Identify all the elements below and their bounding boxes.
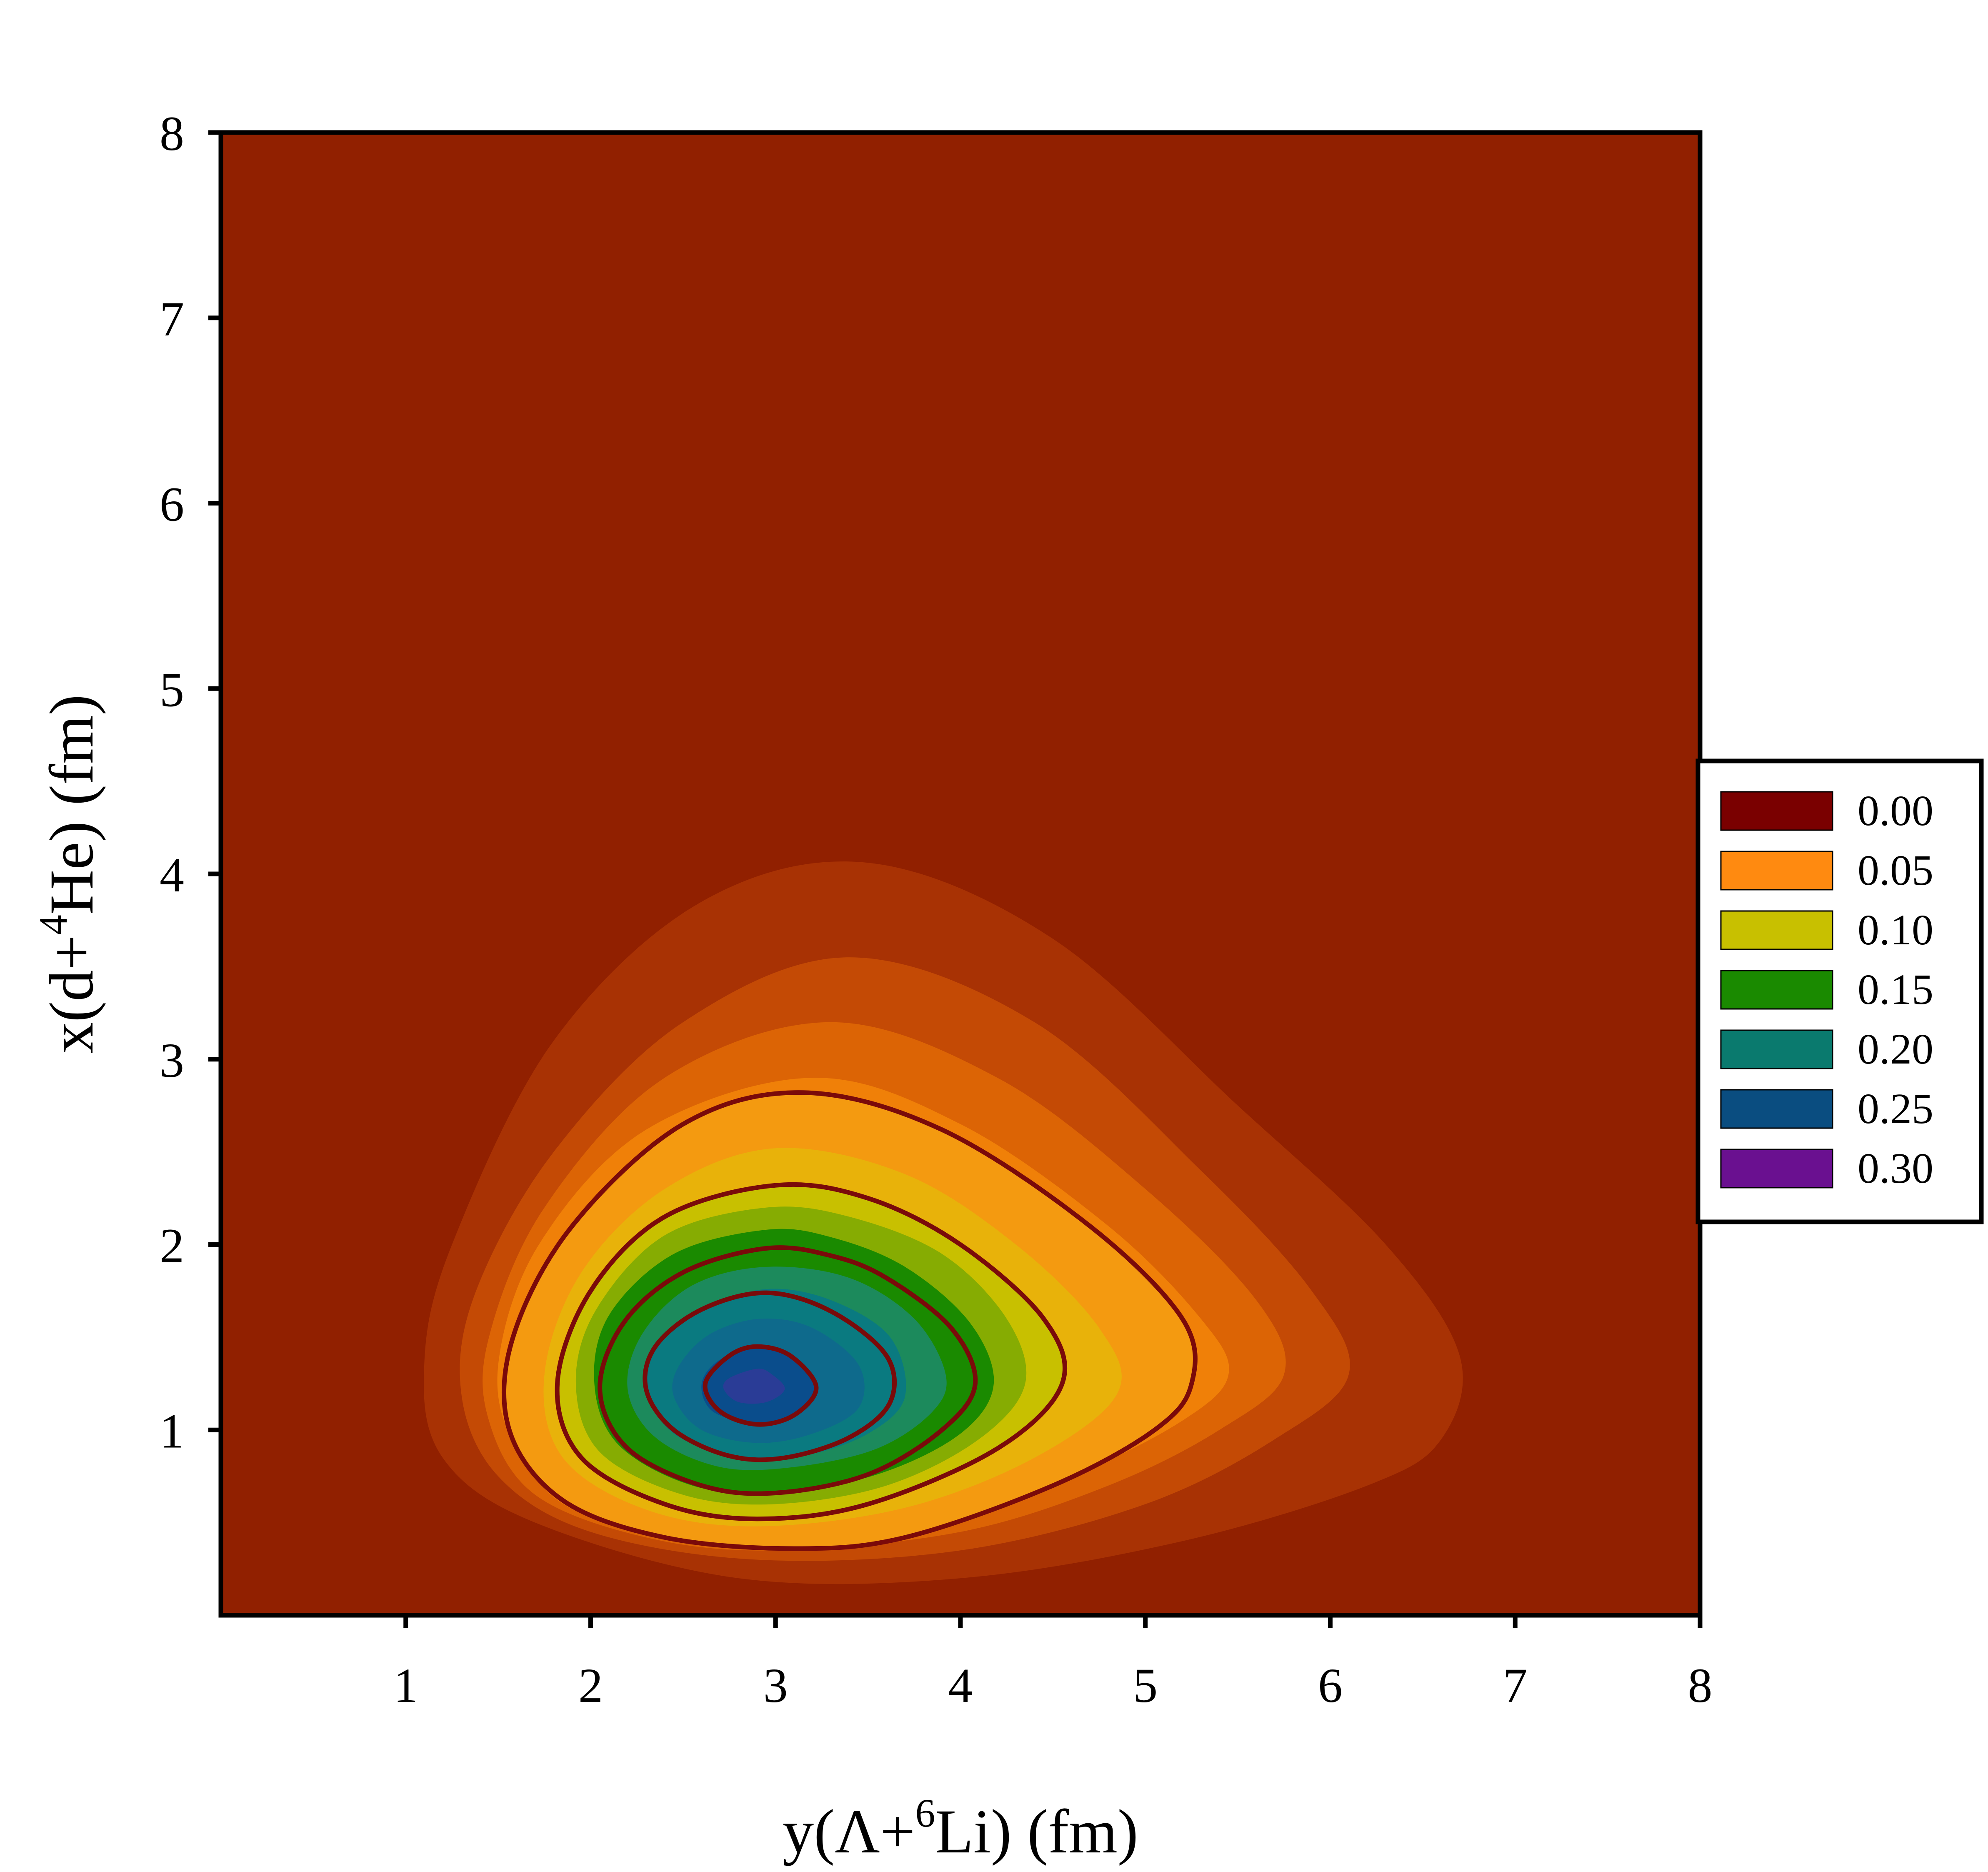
y-tick-label: 1 [160, 1404, 184, 1458]
filled-band-14 [723, 1369, 785, 1404]
x-tick-label: 5 [1133, 1658, 1158, 1713]
legend-swatch [1720, 1029, 1833, 1069]
legend-swatch [1720, 1149, 1833, 1189]
legend: 0.00 0.05 0.10 0.15 0.20 0.25 0.30 [1695, 758, 1984, 1224]
legend-swatch [1720, 910, 1833, 950]
contour-lines [501, 1090, 1198, 1551]
x-tick-label: 1 [393, 1658, 418, 1713]
legend-swatch [1720, 1089, 1833, 1129]
y-tick-label: 3 [160, 1033, 184, 1088]
x-axis-title: y(Λ+6Li) (fm) [783, 1791, 1138, 1866]
x-axis-ticks: 1 2 3 4 5 6 7 8 [393, 1615, 1713, 1713]
contour-line-0-1 [555, 1182, 1068, 1522]
x-tick-label: 4 [948, 1658, 973, 1713]
y-tick-label: 4 [160, 848, 184, 902]
y-axis-ticks: 1 2 3 4 5 6 7 8 [160, 106, 221, 1458]
y-tick-label: 8 [160, 106, 184, 161]
legend-label: 0.00 [1858, 787, 1933, 835]
legend-label: 0.20 [1858, 1025, 1933, 1073]
x-tick-label: 7 [1503, 1658, 1528, 1713]
legend-swatch [1720, 970, 1833, 1010]
x-tick-label: 3 [763, 1658, 788, 1713]
x-tick-label: 6 [1318, 1658, 1343, 1713]
legend-label: 0.15 [1858, 966, 1933, 1014]
legend-label: 0.05 [1858, 846, 1933, 894]
y-tick-label: 5 [160, 662, 184, 717]
legend-label: 0.25 [1858, 1085, 1933, 1133]
contour-line-0-05 [501, 1090, 1198, 1551]
y-tick-label: 6 [160, 477, 184, 532]
y-axis-title: x(d+4He) (fm) [31, 694, 106, 1053]
legend-swatch [1720, 851, 1833, 891]
legend-swatch [1720, 791, 1833, 831]
contour-line-0-2 [643, 1290, 897, 1462]
contour-line-0-25 [703, 1344, 819, 1427]
y-tick-label: 7 [160, 292, 184, 346]
x-tick-label: 2 [578, 1658, 603, 1713]
contour-line-0-15 [598, 1245, 978, 1496]
legend-label: 0.30 [1858, 1144, 1933, 1192]
legend-label: 0.10 [1858, 906, 1933, 954]
y-tick-label: 2 [160, 1219, 184, 1273]
x-tick-label: 8 [1688, 1658, 1713, 1713]
